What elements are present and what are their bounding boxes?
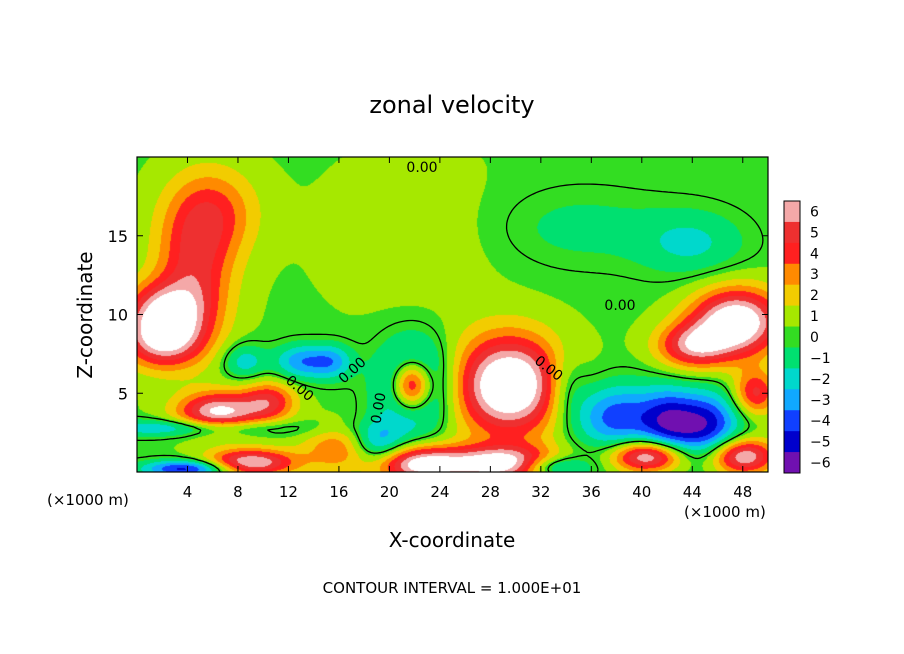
colorbar-tick-label: −4 xyxy=(810,414,831,430)
colorbar-swatch xyxy=(784,284,800,307)
x-tick-label: 4 xyxy=(183,483,193,501)
contour-line xyxy=(137,183,764,472)
colorbar-tick-label: −6 xyxy=(810,456,831,472)
plot-area xyxy=(137,157,768,472)
x-tick-label: 32 xyxy=(531,483,550,501)
colorbar-swatch xyxy=(784,347,800,369)
y-axis-label: Z-coordinate xyxy=(73,251,97,378)
colorbar-swatch xyxy=(784,305,800,328)
colorbar-swatch xyxy=(784,263,800,286)
colorbar-tick-label: −3 xyxy=(810,393,831,409)
colorbar-tick-label: −2 xyxy=(810,372,831,388)
colorbar-tick-label: 2 xyxy=(810,288,819,304)
contour-label: 0.00 xyxy=(368,391,389,424)
colorbar-swatch xyxy=(784,389,800,411)
x-axis-label: X-coordinate xyxy=(389,528,516,552)
x-unit-note: (×1000 m) xyxy=(47,491,129,509)
x-tick-label: 40 xyxy=(632,483,651,501)
colorbar-swatch xyxy=(784,221,800,244)
colorbar: 6 5 4 3 2 1 0 −1 −2 −3 −4 −5 −6 xyxy=(783,200,831,474)
x-tick-label: 20 xyxy=(380,483,399,501)
x-tick-label: 28 xyxy=(481,483,500,501)
colorbar-tick-label: −1 xyxy=(810,351,831,367)
y-tick-label: 5 xyxy=(118,384,128,403)
x-unit-note-right: (×1000 m) xyxy=(684,503,766,521)
colorbar-tick-label: 5 xyxy=(810,225,819,241)
colorbar-swatch xyxy=(784,201,800,223)
contour-interval-footer: CONTOUR INTERVAL = 1.000E+01 xyxy=(323,579,582,597)
contour-lines xyxy=(137,183,764,472)
contour-label: 0.00 xyxy=(406,160,437,176)
colorbar-swatch xyxy=(784,431,800,453)
colorbar-swatch xyxy=(784,410,800,432)
contour-label: 0.00 xyxy=(604,298,635,314)
colorbar-tick-label: 1 xyxy=(810,309,819,325)
x-tick-label: 16 xyxy=(329,483,348,501)
colorbar-swatch xyxy=(784,326,800,348)
colorbar-swatch xyxy=(784,242,800,265)
colorbar-tick-label: −5 xyxy=(810,435,831,451)
y-tick-label: 15 xyxy=(108,227,128,246)
x-tick-label: 44 xyxy=(683,483,702,501)
x-axis: 4 8 12 16 20 24 28 32 36 40 44 48 xyxy=(183,157,752,501)
colorbar-frame xyxy=(783,200,801,474)
colorbar-tick-label: 4 xyxy=(810,246,819,262)
x-tick-label: 48 xyxy=(733,483,752,501)
x-tick-label: 36 xyxy=(582,483,601,501)
colorbar-swatch xyxy=(784,368,800,390)
y-axis: 5 10 15 xyxy=(108,227,768,403)
colorbar-swatch xyxy=(784,452,800,474)
heatmap-field xyxy=(137,157,768,472)
y-tick-label: 10 xyxy=(108,306,128,325)
x-tick-label: 12 xyxy=(279,483,298,501)
chart-title: zonal velocity xyxy=(369,91,534,119)
colorbar-tick-label: 6 xyxy=(810,204,819,220)
colorbar-tick-label: 0 xyxy=(810,330,819,346)
x-tick-label: 8 xyxy=(233,483,243,501)
colorbar-tick-label: 3 xyxy=(810,267,819,283)
x-tick-label: 24 xyxy=(430,483,449,501)
